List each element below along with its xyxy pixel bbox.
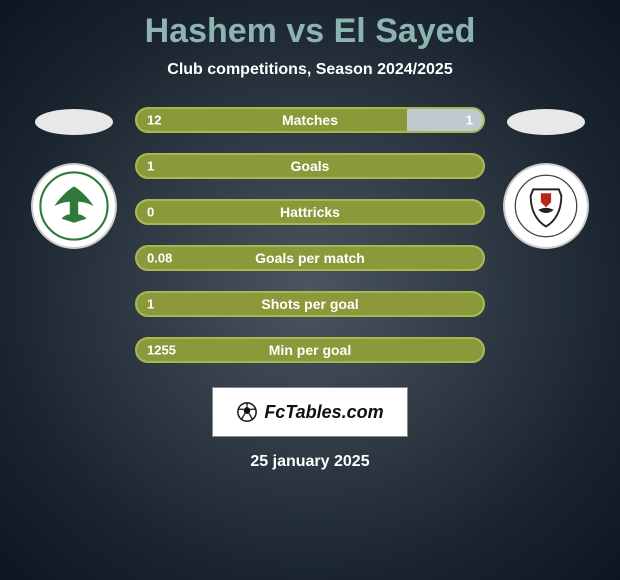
stat-bar: 0.08 Goals per match [135,245,485,271]
stat-left-value: 1 [147,159,154,174]
stat-bar: 1255 Min per goal [135,337,485,363]
snapshot-date: 25 january 2025 [0,453,620,471]
stat-label: Goals [291,158,330,174]
stat-left-value: 0.08 [147,251,172,266]
stat-bar: 12 1 Matches [135,107,485,133]
right-player-avatar-slot [507,109,585,135]
right-club-badge [503,163,589,249]
stat-left-value: 1 [147,297,154,312]
page-subtitle: Club competitions, Season 2024/2025 [0,61,620,79]
stat-bar: 0 Hattricks [135,199,485,225]
stat-bars: 12 1 Matches 1 Goals 0 Hattricks 0.08 Goals per … [135,107,485,363]
stat-bar-fill [137,109,407,131]
brand-badge: FcTables.com [212,387,408,437]
stat-left-value: 12 [147,113,161,128]
page-title: Hashem vs El Sayed [0,0,620,51]
stat-label: Hattricks [280,204,340,220]
left-player-col [31,107,117,249]
stat-label: Shots per goal [261,296,358,312]
eagle-icon [39,171,109,241]
stat-label: Goals per match [255,250,365,266]
comparison-panel: 12 1 Matches 1 Goals 0 Hattricks 0.08 Goals per … [0,107,620,363]
stat-bar: 1 Goals [135,153,485,179]
stat-left-value: 0 [147,205,154,220]
left-club-badge [31,163,117,249]
stat-label: Matches [282,112,338,128]
stat-label: Min per goal [269,342,351,358]
stat-right-value: 1 [466,113,473,128]
stat-bar: 1 Shots per goal [135,291,485,317]
stat-left-value: 1255 [147,343,176,358]
right-player-col [503,107,589,249]
brand-label: FcTables.com [264,402,383,423]
shield-icon [514,174,578,238]
soccer-ball-icon [236,401,258,423]
left-player-avatar-slot [35,109,113,135]
